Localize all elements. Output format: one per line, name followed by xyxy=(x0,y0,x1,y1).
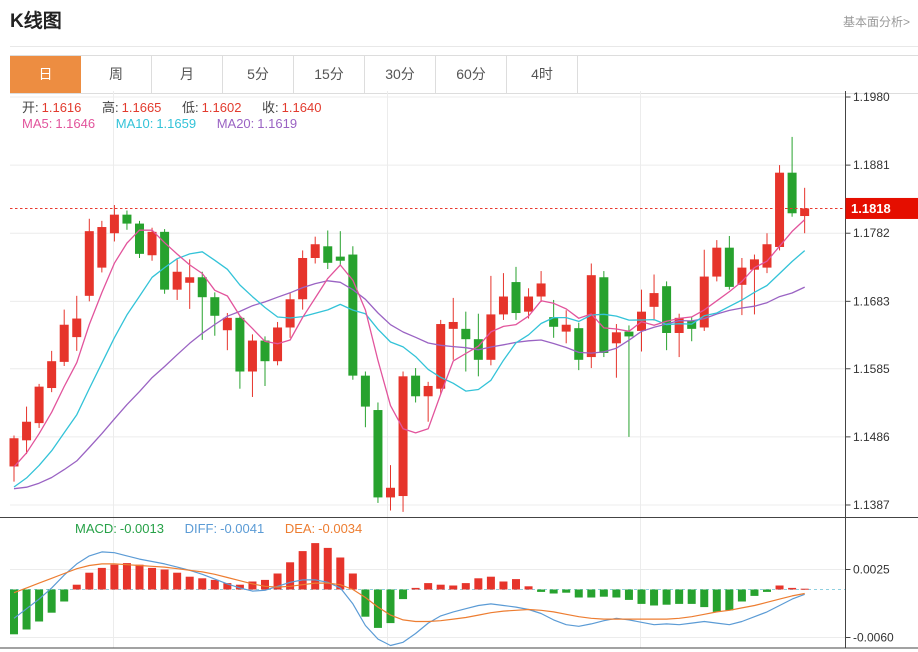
svg-text:-0.0060: -0.0060 xyxy=(853,631,894,645)
ohlc-open: 开: 1.1616 xyxy=(22,100,82,115)
svg-text:1.1683: 1.1683 xyxy=(853,294,890,308)
svg-text:1.1585: 1.1585 xyxy=(853,362,890,376)
dea-legend-item: DEA: -0.0034 xyxy=(284,521,363,536)
svg-text:1.1387: 1.1387 xyxy=(853,498,890,512)
page-title: K线图 xyxy=(10,11,62,32)
ohlc-high: 高: 1.1665 xyxy=(102,100,162,115)
header-divider xyxy=(10,46,918,47)
svg-text:1.1980: 1.1980 xyxy=(853,90,890,104)
svg-text:1.1486: 1.1486 xyxy=(853,430,890,444)
period-tabbar: 日 周 月 5分 15分 30分 60分 4时 xyxy=(10,55,918,94)
svg-text:1.1881: 1.1881 xyxy=(853,158,890,172)
svg-text:1.1782: 1.1782 xyxy=(853,226,890,240)
tab-month[interactable]: 月 xyxy=(152,56,223,93)
ohlc-low: 低: 1.1602 xyxy=(182,100,242,115)
ohlc-legend: 开: 1.1616 高: 1.1665 低: 1.1602 收: 1.1640 xyxy=(22,97,338,116)
ma10-legend-item: MA10: 1.1659 xyxy=(115,116,197,131)
diff-legend-item: DIFF: -0.0041 xyxy=(184,521,265,536)
tab-4hour[interactable]: 4时 xyxy=(507,56,578,93)
svg-text:1.1818: 1.1818 xyxy=(851,201,891,216)
tab-60min[interactable]: 60分 xyxy=(436,56,507,93)
svg-text:0.0025: 0.0025 xyxy=(853,563,890,577)
macd-legend: MACD: -0.0013 DIFF: -0.0041 DEA: -0.0034 xyxy=(75,521,379,536)
tab-30min[interactable]: 30分 xyxy=(365,56,436,93)
ma20-legend-item: MA20: 1.1619 xyxy=(216,116,298,131)
tab-day[interactable]: 日 xyxy=(10,56,81,93)
ma5-legend-item: MA5: 1.1646 xyxy=(22,116,96,131)
kline-chart[interactable]: 1.1980 1.1881 1.1782 1.1683 1.1585 1.1486 1.13… xyxy=(0,88,918,650)
macd-legend-item: MACD: -0.0013 xyxy=(75,521,164,536)
ma-legend: MA5: 1.1646 MA10: 1.1659 MA20: 1.1619 xyxy=(22,116,314,131)
tab-week[interactable]: 周 xyxy=(81,56,152,93)
fundamental-analysis-link[interactable]: 基本面分析> xyxy=(842,15,910,29)
tab-5min[interactable]: 5分 xyxy=(223,56,294,93)
tab-15min[interactable]: 15分 xyxy=(294,56,365,93)
ohlc-close: 收: 1.1640 xyxy=(262,100,322,115)
